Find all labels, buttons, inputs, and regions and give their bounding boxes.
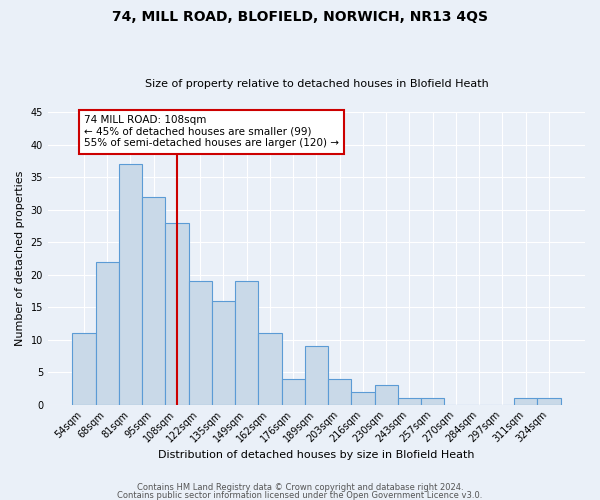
Bar bbox=[188, 281, 212, 404]
Bar bbox=[421, 398, 445, 404]
Bar bbox=[398, 398, 421, 404]
Title: Size of property relative to detached houses in Blofield Heath: Size of property relative to detached ho… bbox=[145, 79, 488, 89]
Bar bbox=[352, 392, 374, 404]
Bar bbox=[142, 196, 166, 404]
Bar bbox=[374, 385, 398, 404]
Bar bbox=[514, 398, 538, 404]
Bar bbox=[259, 333, 281, 404]
Bar bbox=[95, 262, 119, 404]
X-axis label: Distribution of detached houses by size in Blofield Heath: Distribution of detached houses by size … bbox=[158, 450, 475, 460]
Bar bbox=[281, 378, 305, 404]
Bar bbox=[73, 333, 95, 404]
Bar bbox=[235, 281, 259, 404]
Bar bbox=[119, 164, 142, 404]
Bar bbox=[538, 398, 560, 404]
Bar bbox=[212, 300, 235, 405]
Text: 74, MILL ROAD, BLOFIELD, NORWICH, NR13 4QS: 74, MILL ROAD, BLOFIELD, NORWICH, NR13 4… bbox=[112, 10, 488, 24]
Text: Contains public sector information licensed under the Open Government Licence v3: Contains public sector information licen… bbox=[118, 490, 482, 500]
Bar bbox=[328, 378, 352, 404]
Bar bbox=[166, 222, 188, 404]
Text: Contains HM Land Registry data © Crown copyright and database right 2024.: Contains HM Land Registry data © Crown c… bbox=[137, 484, 463, 492]
Bar bbox=[305, 346, 328, 405]
Y-axis label: Number of detached properties: Number of detached properties bbox=[15, 170, 25, 346]
Text: 74 MILL ROAD: 108sqm
← 45% of detached houses are smaller (99)
55% of semi-detac: 74 MILL ROAD: 108sqm ← 45% of detached h… bbox=[84, 116, 339, 148]
